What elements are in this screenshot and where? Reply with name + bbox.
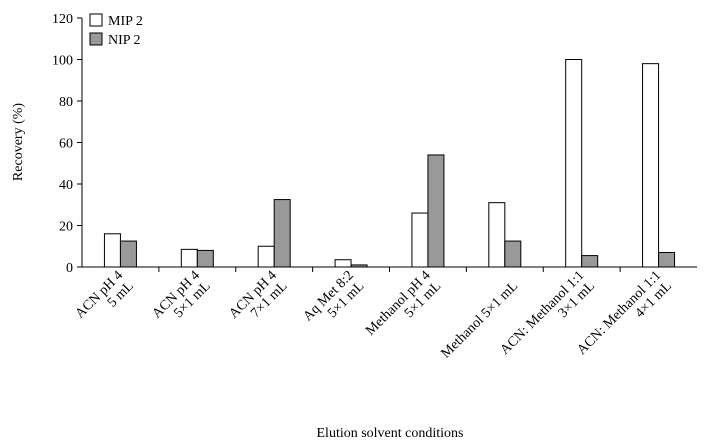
x-tick-label: ACN pH 47×1 mL	[226, 268, 290, 332]
bar	[581, 255, 599, 268]
bar	[488, 202, 506, 268]
bar	[196, 249, 214, 268]
legend-swatch	[89, 13, 103, 27]
y-axis-title: Recovery (%)	[11, 103, 26, 181]
x-tick-label: ACN pH 45×1 mL	[150, 268, 214, 332]
bar	[334, 259, 352, 268]
y-tick-label: 100	[52, 54, 73, 69]
x-tick-label-group: Aq Met 8:25×1 mL	[301, 268, 368, 335]
legend-label: MIP 2	[108, 14, 143, 29]
bar	[350, 264, 368, 268]
y-tick-label: 120	[52, 12, 73, 27]
x-tick-label-group: ACN pH 45×1 mL	[150, 268, 214, 332]
bar	[103, 233, 121, 268]
y-tick-label: 20	[59, 220, 73, 235]
bar	[658, 251, 676, 268]
x-tick-label: ACN pH 45 mL	[73, 268, 137, 332]
x-tick-label-group: ACN pH 45 mL	[73, 268, 137, 332]
legend-swatch	[89, 32, 103, 46]
y-tick-label: 60	[59, 137, 73, 152]
bar	[257, 245, 275, 268]
bar	[427, 154, 445, 268]
x-tick-label-group: ACN pH 47×1 mL	[226, 268, 290, 332]
bar	[565, 59, 583, 268]
x-tick-label: Aq Met 8:25×1 mL	[301, 268, 368, 335]
y-tick-label: 40	[59, 178, 73, 193]
x-tick-label: Methanol pH 45×1 mL	[363, 268, 444, 349]
bar	[504, 240, 522, 268]
bar	[411, 212, 429, 268]
bar	[180, 248, 198, 268]
x-axis-title: Elution solvent conditions	[317, 426, 464, 441]
y-tick-label: 80	[59, 95, 73, 110]
x-tick-label-group: Methanol pH 45×1 mL	[363, 268, 444, 349]
bar	[642, 63, 660, 268]
bar	[273, 199, 291, 268]
legend-label: NIP 2	[108, 33, 141, 48]
bar	[119, 240, 137, 268]
y-tick-label: 0	[66, 261, 73, 276]
